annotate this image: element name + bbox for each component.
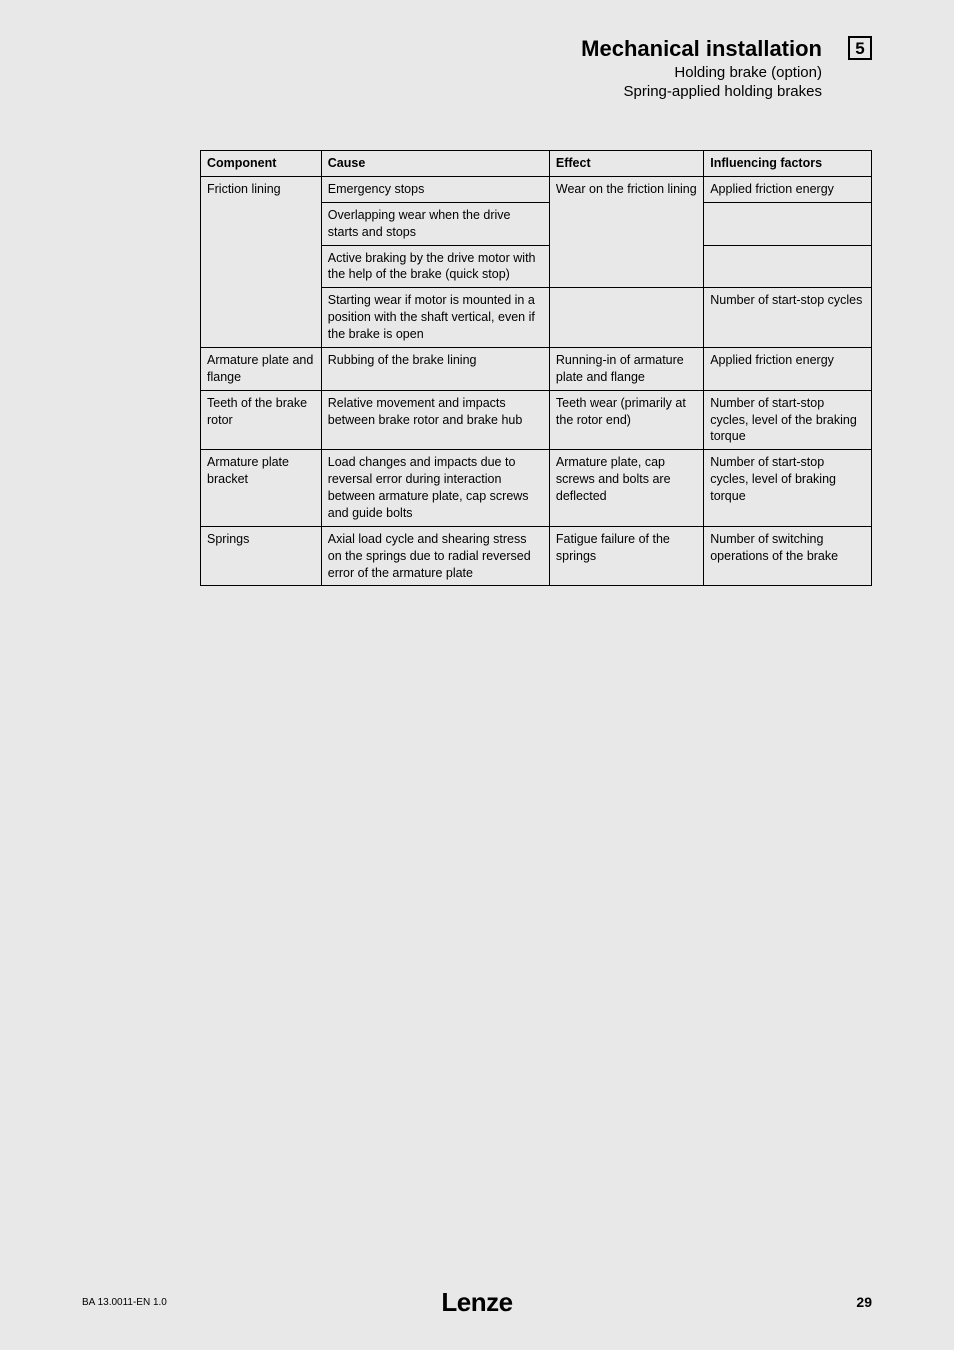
cell-cause: Overlapping wear when the drive starts a… (321, 202, 549, 245)
page-subtitle-2: Spring-applied holding brakes (200, 83, 822, 100)
table-header-row: Component Cause Effect Influencing facto… (201, 151, 872, 177)
cell-factors (704, 202, 872, 245)
cell-cause: Emergency stops (321, 176, 549, 202)
page-subtitle-1: Holding brake (option) (200, 64, 822, 81)
wear-table: Component Cause Effect Influencing facto… (200, 150, 872, 586)
cell-factors: Number of switching operations of the br… (704, 526, 872, 586)
cell-component: Springs (201, 526, 322, 586)
cell-cause: Axial load cycle and shearing stress on … (321, 526, 549, 586)
col-cause: Cause (321, 151, 549, 177)
cell-effect: Wear on the friction lining (549, 176, 703, 287)
doc-id: BA 13.0011-EN 1.0 (82, 1297, 167, 1308)
page: Mechanical installation Holding brake (o… (0, 0, 954, 1350)
cell-effect: Armature plate, cap screws and bolts are… (549, 450, 703, 527)
page-header: Mechanical installation Holding brake (o… (200, 36, 872, 100)
cell-component: Friction lining (201, 176, 322, 347)
cell-cause: Rubbing of the brake lining (321, 347, 549, 390)
wear-table-container: Component Cause Effect Influencing facto… (200, 150, 872, 586)
cell-factors: Number of start-stop cycles (704, 288, 872, 348)
col-component: Component (201, 151, 322, 177)
section-number-badge: 5 (848, 36, 872, 60)
table-row: Armature plate bracket Load changes and … (201, 450, 872, 527)
cell-factors: Applied friction energy (704, 347, 872, 390)
col-factors: Influencing factors (704, 151, 872, 177)
cell-factors: Applied friction energy (704, 176, 872, 202)
table-row: Teeth of the brake rotor Relative moveme… (201, 390, 872, 450)
cell-effect (549, 288, 703, 348)
cell-factors: Number of start-stop cycles, level of br… (704, 450, 872, 527)
brand-text: Lenze (441, 1287, 512, 1318)
cell-cause: Starting wear if motor is mounted in a p… (321, 288, 549, 348)
cell-component: Teeth of the brake rotor (201, 390, 322, 450)
cell-effect: Running-in of armature plate and flange (549, 347, 703, 390)
brand-logo: Lenze (82, 1287, 872, 1318)
cell-factors (704, 245, 872, 288)
cell-component: Armature plate and flange (201, 347, 322, 390)
cell-effect: Fatigue failure of the springs (549, 526, 703, 586)
cell-factors: Number of start-stop cycles, level of th… (704, 390, 872, 450)
page-title: Mechanical installation (581, 36, 822, 62)
cell-cause: Load changes and impacts due to reversal… (321, 450, 549, 527)
table-row: Armature plate and flange Rubbing of the… (201, 347, 872, 390)
cell-cause: Active braking by the drive motor with t… (321, 245, 549, 288)
cell-cause: Relative movement and impacts between br… (321, 390, 549, 450)
col-effect: Effect (549, 151, 703, 177)
page-footer: BA 13.0011-EN 1.0 Lenze 29 (82, 1294, 872, 1310)
cell-component: Armature plate bracket (201, 450, 322, 527)
table-row: Friction lining Emergency stops Wear on … (201, 176, 872, 202)
table-row: Springs Axial load cycle and shearing st… (201, 526, 872, 586)
page-number: 29 (856, 1294, 872, 1310)
cell-effect: Teeth wear (primarily at the rotor end) (549, 390, 703, 450)
